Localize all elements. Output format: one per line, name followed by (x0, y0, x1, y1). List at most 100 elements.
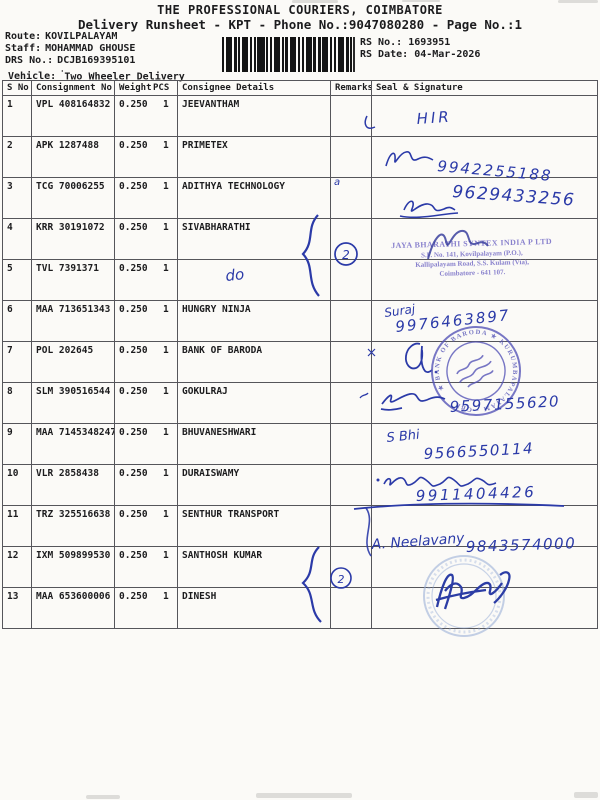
remarks-cell (330, 505, 372, 547)
staff-value: MOHAMMAD GHOUSE (45, 43, 136, 54)
weight-value: 0.250 (119, 99, 148, 110)
pcs-value: 1 (163, 427, 169, 438)
sno-cell: 8 (2, 382, 32, 424)
weight-value: 0.250 (119, 222, 148, 233)
rs-date-line: RS Date: 04-Mar-2026 (360, 49, 480, 61)
consignee-cell (177, 259, 331, 301)
consignment-cell: KRR 30191072 (31, 218, 115, 260)
consignee-cell: BANK OF BARODA (177, 341, 331, 383)
runsheet-body: 1 VPL 408164832 0.250 1 JEEVANTHAM 2 APK 12874… (2, 95, 598, 629)
weight-pcs-cell: 0.250 1 (114, 505, 178, 547)
weight-value: 0.250 (119, 263, 148, 274)
consignment-cell: MAA 7145348247 (31, 423, 115, 465)
scan-artifact (86, 795, 120, 799)
pcs-value: 1 (163, 345, 169, 356)
table-row: 11 TRZ 325516638 0.250 1 SENTHUR TRANSPORT (2, 505, 598, 547)
table-row: 12 IXM 509899530 0.250 1 SANTHOSH KUMAR (2, 546, 598, 588)
stray-pen-mark: ' (60, 69, 65, 77)
remarks-cell (330, 464, 372, 506)
rs-info-block: RS No.: 1693951 RS Date: 04-Mar-2026 (353, 37, 480, 72)
weight-pcs-cell: 0.250 1 (114, 177, 178, 219)
consignee-cell: SANTHOSH KUMAR (177, 546, 331, 588)
sno-cell: 10 (2, 464, 32, 506)
sno-cell: 7 (2, 341, 32, 383)
sno-cell: 3 (2, 177, 32, 219)
pcs-value: 1 (163, 263, 169, 274)
scan-artifact (402, 0, 440, 2)
seal-header: Seal & Signature (371, 80, 598, 96)
weight-value: 0.250 (119, 427, 148, 438)
sno-cell: 6 (2, 300, 32, 342)
remarks-header: Remarks (330, 80, 372, 96)
weight-pcs-cell: 0.250 1 (114, 95, 178, 137)
staff-label: Staff: (5, 43, 42, 54)
pcs-value: 1 (163, 99, 169, 110)
remarks-cell (330, 341, 372, 383)
remarks-cell (330, 300, 372, 342)
runsheet-barcode (222, 37, 352, 72)
document-title: THE PROFESSIONAL COURIERS, COIMBATORE (157, 3, 443, 17)
remarks-cell (330, 136, 372, 178)
consignment-cell: TRZ 325516638 (31, 505, 115, 547)
vehicle-label: Vehicle: (8, 71, 57, 83)
scan-artifact (558, 0, 598, 3)
table-header-row: S No Consignment No WeightPCS Consignee … (2, 80, 598, 96)
weight-value: 0.250 (119, 591, 148, 602)
pcs-value: 1 (163, 140, 169, 151)
consignment-header: Consignment No (31, 80, 115, 96)
sno-cell: 9 (2, 423, 32, 465)
seal-cell (371, 505, 598, 547)
consignee-cell: PRIMETEX (177, 136, 331, 178)
weight-value: 0.250 (119, 550, 148, 561)
weight-value: 0.250 (119, 304, 148, 315)
table-row: 9 MAA 7145348247 0.250 1 BHUVANESHWARI (2, 423, 598, 465)
sno-cell: 12 (2, 546, 32, 588)
consignee-cell: JEEVANTHAM (177, 95, 331, 137)
weight-pcs-cell: 0.250 1 (114, 587, 178, 629)
scan-artifact (574, 792, 598, 798)
weight-value: 0.250 (119, 509, 148, 520)
route-value: KOVILPALAYAM (45, 31, 118, 42)
remarks-cell (330, 95, 372, 137)
sno-cell: 13 (2, 587, 32, 629)
consignment-cell: TVL 7391371 (31, 259, 115, 301)
consignee-cell: DINESH (177, 587, 331, 629)
consignee-cell: BHUVANESHWARI (177, 423, 331, 465)
drs-value: DCJB169395101 (57, 55, 136, 66)
sno-cell: 5 (2, 259, 32, 301)
weight-pcs-cell: 0.250 1 (114, 464, 178, 506)
rs-no-line: RS No.: 1693951 (360, 37, 480, 49)
consignee-cell: SENTHUR TRANSPORT (177, 505, 331, 547)
consignee-cell: GOKULRAJ (177, 382, 331, 424)
consignee-cell: DURAISWAMY (177, 464, 331, 506)
consignment-cell: SLM 390516544 (31, 382, 115, 424)
weight-value: 0.250 (119, 345, 148, 356)
seal-cell (371, 177, 598, 219)
consignment-cell: POL 202645 (31, 341, 115, 383)
seal-cell (371, 464, 598, 506)
consignment-cell: MAA 653600006 (31, 587, 115, 629)
sno-header: S No (2, 80, 32, 96)
remarks-cell (330, 587, 372, 629)
consignment-cell: APK 1287488 (31, 136, 115, 178)
weight-pcs-cell: 0.250 1 (114, 382, 178, 424)
drs-label: DRS No.: (5, 55, 54, 66)
weight-value: 0.250 (119, 140, 148, 151)
header-meta: Route: KOVILPALAYAM Staff: MOHAMMAD GHOUSE… (5, 31, 185, 83)
table-row: 2 APK 1287488 0.250 1 PRIMETEX (2, 136, 598, 178)
weight-pcs-cell: 0.250 1 (114, 341, 178, 383)
seal-cell (371, 587, 598, 629)
weight-pcs-header: WeightPCS (114, 80, 178, 96)
remarks-cell (330, 546, 372, 588)
seal-cell (371, 341, 598, 383)
consignee-cell: HUNGRY NINJA (177, 300, 331, 342)
table-row: 4 KRR 30191072 0.250 1 SIVABHARATHI (2, 218, 598, 260)
sno-cell: 2 (2, 136, 32, 178)
document-subtitle: Delivery Runsheet - KPT - Phone No.:9047… (77, 17, 522, 32)
sno-cell: 11 (2, 505, 32, 547)
table-row: 8 SLM 390516544 0.250 1 GOKULRAJ (2, 382, 598, 424)
remarks-cell (330, 423, 372, 465)
rs-no-value: 1693951 (408, 37, 451, 48)
seal-cell (371, 423, 598, 465)
rs-date-value: 04-Mar-2026 (414, 49, 481, 60)
